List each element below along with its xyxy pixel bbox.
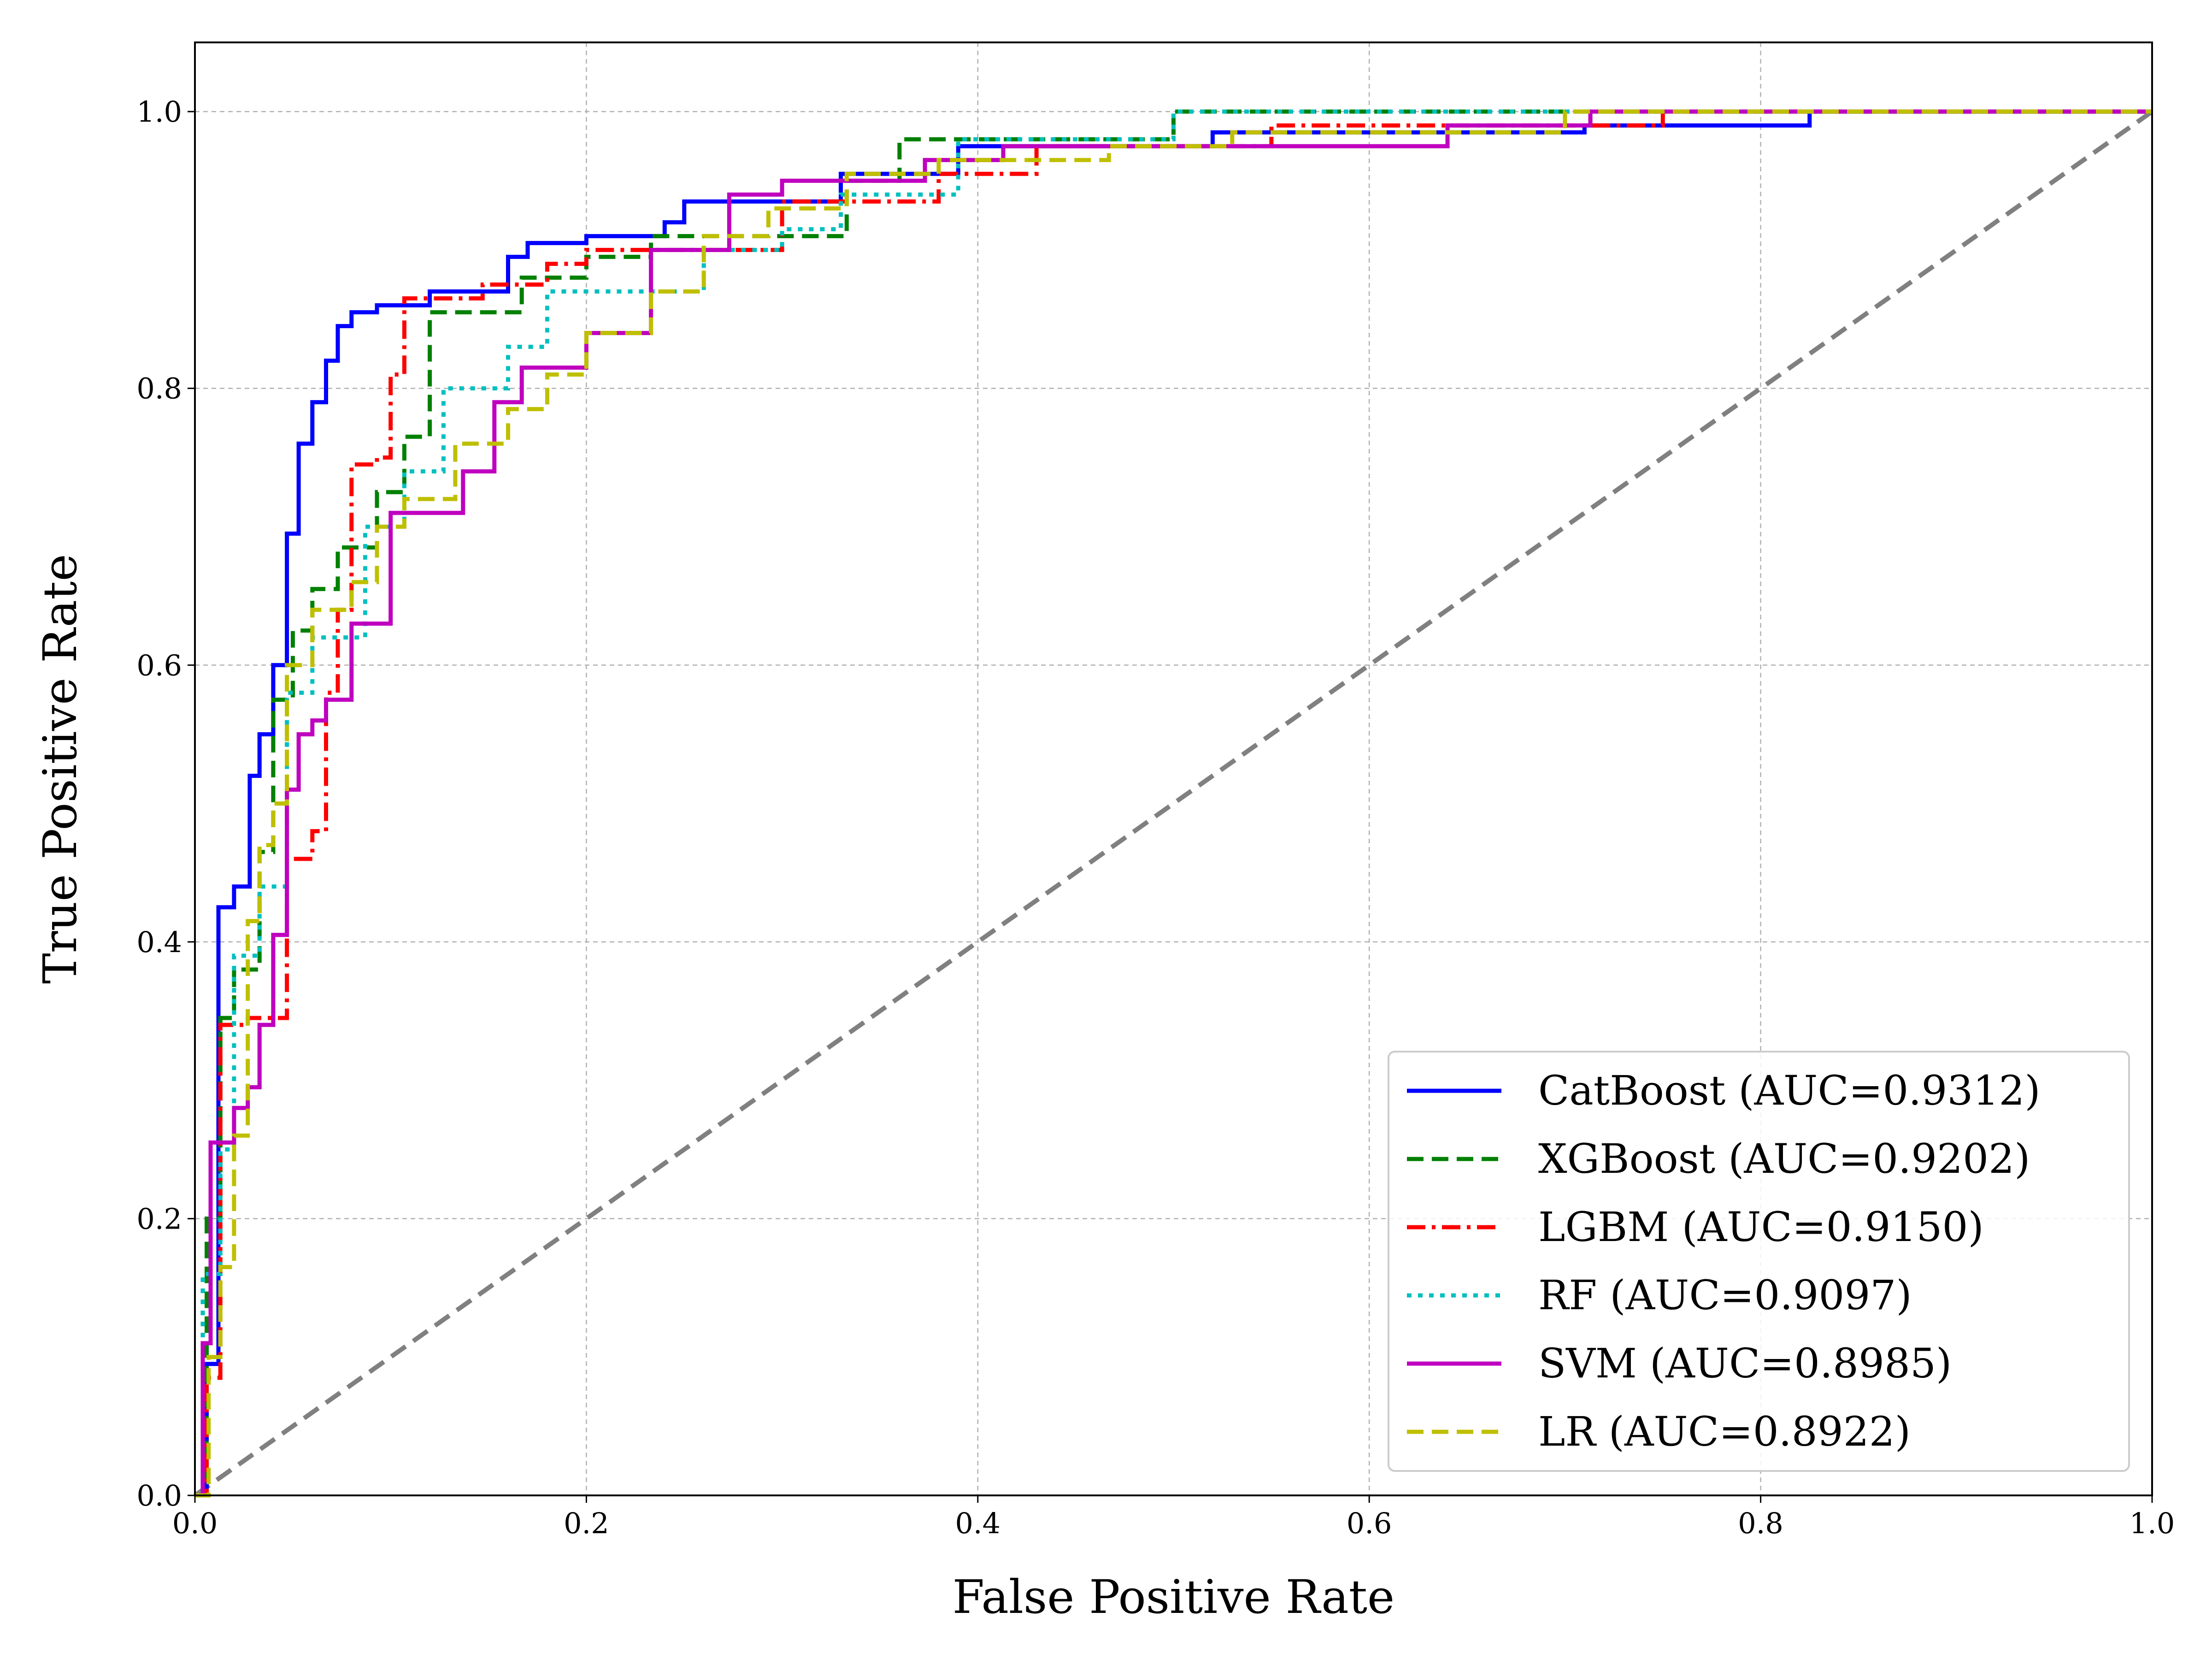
x-tick-label: 0.2 <box>564 1506 609 1540</box>
y-tick-label: 0.4 <box>136 925 182 959</box>
x-tick-label: 0.4 <box>955 1506 1000 1540</box>
legend-label: CatBoost (AUC=0.9312) <box>1538 1067 2041 1114</box>
series-line-6 <box>195 109 2152 1498</box>
plot-frame <box>194 41 2153 1496</box>
legend-box <box>1388 1051 2130 1472</box>
y-tick-label: 1.0 <box>136 95 182 129</box>
series-line-3 <box>195 109 2152 1498</box>
series-line-1 <box>195 109 2152 1498</box>
axis-ticks: 0.0 0.2 0.4 0.6 0.8 1.0 0.0 0.2 0.4 0.6 0.8 1.0 <box>136 95 2175 1540</box>
legend-label: RF (AUC=0.9097) <box>1538 1271 1912 1319</box>
legend-label: SVM (AUC=0.8985) <box>1538 1340 1952 1387</box>
legend-label: XGBoost (AUC=0.9202) <box>1538 1135 2030 1182</box>
x-tick-label: 0.8 <box>1738 1506 1783 1540</box>
series-line-4 <box>195 109 2152 1498</box>
x-tick-label: 0.6 <box>1347 1506 1392 1540</box>
x-axis-title: False Positive Rate <box>953 1570 1394 1624</box>
y-tick-label: 0.6 <box>136 648 182 682</box>
y-tick-label: 0.0 <box>136 1479 182 1512</box>
y-tick-label: 0.8 <box>136 372 182 406</box>
y-tick-label: 0.2 <box>136 1202 182 1235</box>
x-tick-label: 0.0 <box>172 1506 218 1540</box>
legend-label: LGBM (AUC=0.9150) <box>1538 1203 1984 1251</box>
legend: CatBoost (AUC=0.9312) XGBoost (AUC=0.9202… <box>1388 1051 2130 1472</box>
x-tick-label: 1.0 <box>2130 1506 2175 1540</box>
legend-label: LR (AUC=0.8922) <box>1538 1408 1911 1455</box>
series-lines <box>195 109 2152 1498</box>
y-axis-title: True Positive Rate <box>33 554 87 984</box>
